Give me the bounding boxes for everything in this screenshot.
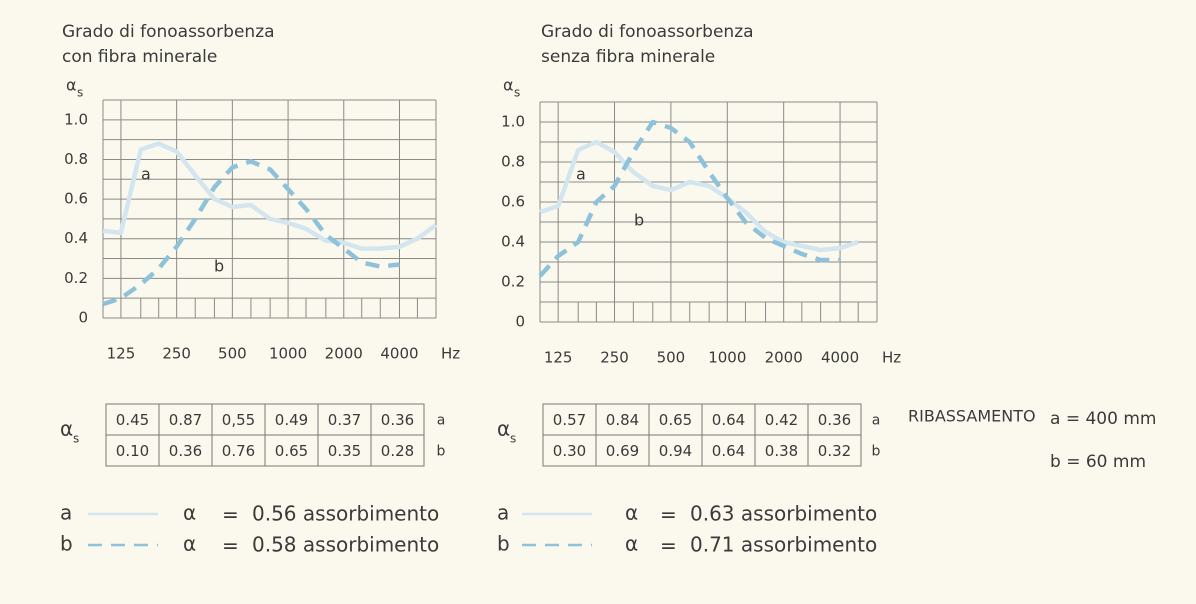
legend-text: 0.58 assorbimento: [252, 533, 439, 557]
y-tick-label: 0: [515, 313, 525, 331]
legend-key: a: [60, 501, 72, 525]
series-line: [538, 119, 841, 278]
x-unit-label: Hz: [882, 349, 901, 367]
legend-symbol: α: [625, 501, 638, 525]
series-label: b: [214, 257, 224, 276]
series-label: a: [576, 165, 586, 184]
legend-symbol: α: [625, 532, 638, 556]
y-tick-label: 0.2: [501, 273, 525, 291]
table-cell: 0.36: [381, 411, 414, 429]
y-axis-label-sub: s: [77, 86, 83, 100]
table-row-key: a: [872, 413, 881, 429]
table-cell: 0.35: [328, 442, 361, 460]
x-tick-label: 500: [657, 349, 686, 367]
legend-key: b: [60, 532, 73, 556]
legend-text: 0.71 assorbimento: [690, 533, 877, 557]
table-cell: 0.32: [818, 442, 851, 460]
series-line: [102, 159, 400, 307]
x-tick-label: 250: [162, 345, 191, 363]
table-cell: 0.76: [222, 442, 255, 460]
legend-equals: =: [660, 534, 677, 558]
legend-equals: =: [660, 503, 677, 527]
table-cell: 0.37: [328, 411, 361, 429]
series-line: [102, 141, 438, 251]
table-label: α: [60, 417, 73, 441]
table-cell: 0.64: [712, 442, 745, 460]
legend-symbol: α: [183, 501, 196, 525]
table-label-sub: s: [73, 432, 79, 446]
legend-key: a: [497, 501, 509, 525]
x-tick-label: 500: [218, 345, 247, 363]
legend-equals: =: [222, 534, 239, 558]
table-cell: 0.57: [553, 411, 586, 429]
chart-title: Grado di fonoassorbenza: [541, 22, 754, 42]
y-axis-label: α: [66, 76, 77, 95]
x-tick-label: 2000: [325, 345, 363, 363]
ribassamento-line: b = 60 mm: [1050, 452, 1146, 472]
legend-key: b: [497, 532, 510, 556]
table-cell: 0.94: [659, 442, 692, 460]
y-tick-label: 1.0: [501, 113, 525, 131]
y-tick-label: 0.6: [501, 193, 525, 211]
table-row-key: a: [437, 413, 446, 429]
table-cell: 0.64: [712, 411, 745, 429]
x-tick-label: 4000: [821, 349, 859, 367]
table-cell: 0.38: [765, 442, 798, 460]
x-tick-label: 1000: [708, 349, 746, 367]
y-tick-label: 0.8: [501, 153, 525, 171]
table-label: α: [497, 417, 510, 441]
y-tick-label: 0.4: [501, 233, 525, 251]
legend-text: 0.63 assorbimento: [690, 502, 877, 526]
table-cell: 0.87: [169, 411, 202, 429]
table-cell: 0.65: [275, 442, 308, 460]
x-tick-label: 2000: [765, 349, 803, 367]
y-tick-label: 1.0: [64, 110, 88, 128]
table-cell: 0.36: [169, 442, 202, 460]
table-cell: 0,55: [222, 411, 255, 429]
table-cell: 0.28: [381, 442, 414, 460]
table-cell: 0.84: [606, 411, 639, 429]
table-row-key: b: [872, 444, 881, 460]
ribassamento-line: a = 400 mm: [1050, 409, 1156, 429]
chart-title: senza fibra minerale: [541, 47, 715, 67]
ribassamento-label: RIBASSAMENTO: [908, 407, 1036, 426]
legend-text: 0.56 assorbimento: [252, 502, 439, 526]
x-tick-label: 125: [544, 349, 573, 367]
y-tick-label: 0.6: [64, 190, 88, 208]
x-unit-label: Hz: [441, 345, 460, 363]
y-tick-label: 0.2: [64, 269, 88, 287]
legend-equals: =: [222, 503, 239, 527]
x-tick-label: 250: [600, 349, 629, 367]
table-cell: 0.42: [765, 411, 798, 429]
y-tick-label: 0: [78, 309, 88, 327]
x-tick-label: 4000: [380, 345, 418, 363]
table-cell: 0.36: [818, 411, 851, 429]
series-line: [539, 139, 859, 253]
x-tick-label: 1000: [269, 345, 307, 363]
table-label-sub: s: [510, 432, 516, 446]
table-cell: 0.49: [275, 411, 308, 429]
y-axis-label: α: [503, 76, 514, 95]
table-cell: 0.45: [116, 411, 149, 429]
legend-symbol: α: [183, 532, 196, 556]
table-row-key: b: [437, 444, 446, 460]
table-cell: 0.30: [553, 442, 586, 460]
series-label: b: [634, 211, 644, 230]
table-cell: 0.10: [116, 442, 149, 460]
series-label: a: [141, 165, 151, 184]
y-tick-label: 0.8: [64, 150, 88, 168]
x-tick-label: 125: [107, 345, 136, 363]
chart-title: con fibra minerale: [62, 47, 217, 67]
table-cell: 0.69: [606, 442, 639, 460]
y-axis-label-sub: s: [514, 86, 520, 100]
chart-title: Grado di fonoassorbenza: [62, 22, 275, 42]
y-tick-label: 0.4: [64, 229, 88, 247]
table-cell: 0.65: [659, 411, 692, 429]
